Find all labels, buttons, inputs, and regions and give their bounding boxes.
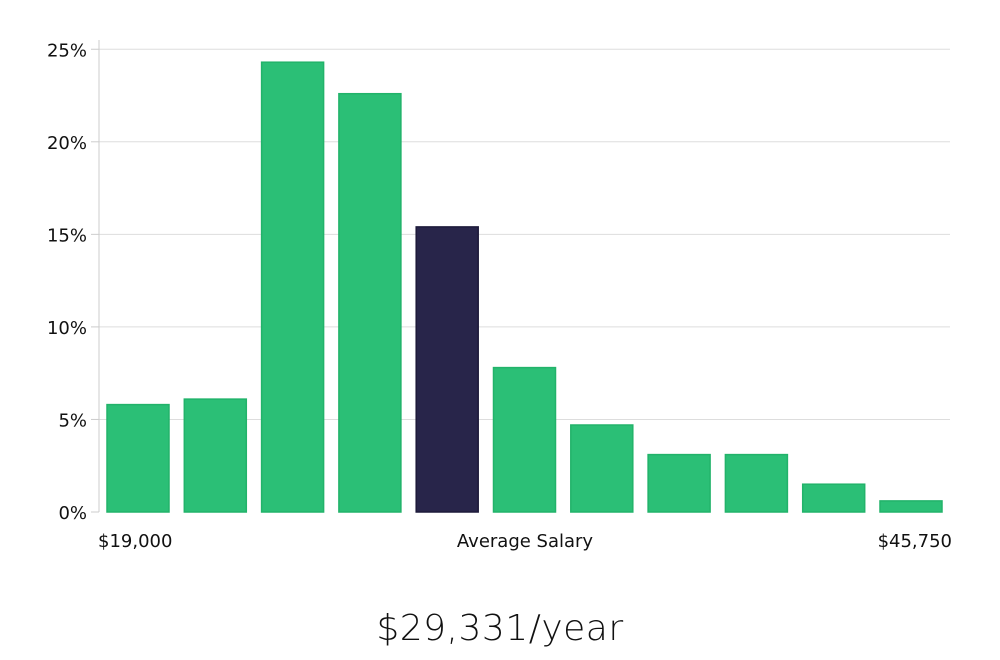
y-tick-label: 15%: [47, 225, 87, 246]
grid-lines: [99, 48, 950, 420]
x-label-center: Average Salary: [457, 531, 594, 552]
x-label-min: $19,000: [98, 531, 172, 552]
bar: [338, 92, 402, 513]
y-axis-ticks: 0% 5% 10% 15% 20% 25%: [47, 40, 99, 524]
bar: [724, 453, 789, 513]
y-tick-label: 20%: [47, 133, 87, 154]
y-tick-label: 25%: [47, 40, 87, 61]
bar: [647, 453, 711, 513]
bars: [106, 61, 943, 513]
y-tick-label: 5%: [58, 410, 87, 431]
average-salary-value: $29,331/year: [376, 608, 624, 649]
bar: [260, 61, 325, 513]
bar: [492, 366, 557, 513]
bar-average-salary: [415, 226, 479, 513]
bar: [106, 403, 170, 513]
bar: [183, 398, 248, 513]
bar: [879, 500, 943, 513]
y-tick-label: 10%: [47, 318, 87, 339]
bar: [801, 483, 866, 513]
bar: [570, 424, 634, 513]
salary-distribution-chart: 0%5%10%15%20%25% $19,000 Average Salary …: [47, 40, 952, 552]
y-tick-label: 0%: [58, 503, 87, 524]
x-label-max: $45,750: [878, 531, 952, 552]
